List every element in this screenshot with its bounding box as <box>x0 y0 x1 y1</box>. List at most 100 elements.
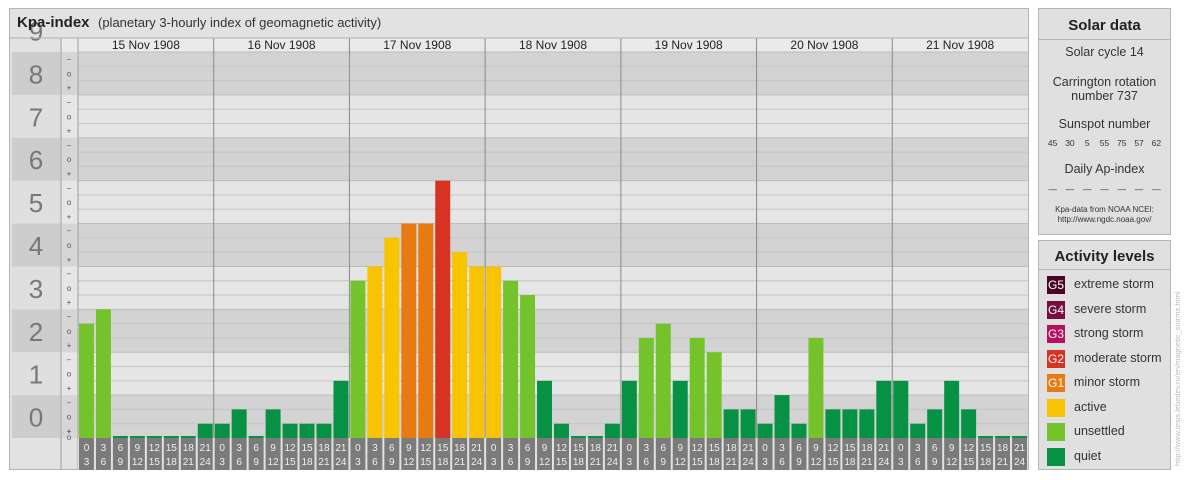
interval-end-label: 3 <box>898 457 904 468</box>
interval-start-label: 6 <box>525 443 531 454</box>
source-line2[interactable]: http://www.ngdc.noaa.gov/ <box>1057 215 1152 224</box>
sunspot-value: 30 <box>1065 138 1075 148</box>
interval-box <box>995 438 1011 470</box>
chart-title: Kpa-index <box>17 14 90 31</box>
credit-label[interactable]: http://www.tesis.lebedev.ru/en/magnetic_… <box>1173 291 1182 466</box>
interval-box <box>859 438 875 470</box>
kp-bar <box>282 423 298 438</box>
interval-start-label: 18 <box>183 443 195 454</box>
interval-end-label: 3 <box>355 457 361 468</box>
interval-start-label: 9 <box>677 443 683 454</box>
interval-box <box>350 438 366 470</box>
bars <box>79 180 1027 438</box>
interval-end-label: 21 <box>861 457 873 468</box>
activity-levels-title: Activity levels <box>1054 248 1155 265</box>
kp-bar <box>95 309 111 438</box>
kp-bar <box>520 295 536 438</box>
interval-end-label: 12 <box>539 457 551 468</box>
interval-start-label: 3 <box>779 443 785 454</box>
minor-tick-label: + <box>67 84 72 93</box>
interval-box <box>927 438 943 470</box>
band <box>78 352 1028 396</box>
interval-box <box>401 438 417 470</box>
interval-box <box>231 438 247 470</box>
kp-bar <box>774 395 790 438</box>
day-label: 17 Nov 1908 <box>383 38 451 52</box>
interval-box <box>723 438 739 470</box>
interval-box <box>655 438 671 470</box>
interval-box <box>587 438 603 470</box>
minor-tick-label: + <box>67 298 72 307</box>
kp-bar <box>808 337 824 438</box>
interval-end-label: 3 <box>84 457 90 468</box>
interval-end-label: 15 <box>556 457 568 468</box>
minor-tick-label: + <box>67 427 72 436</box>
interval-box <box>129 438 145 470</box>
minor-tick-label: − <box>67 270 72 279</box>
interval-box <box>95 438 111 470</box>
kp-bar <box>554 423 569 438</box>
tick-band <box>61 223 77 267</box>
interval-end-label: 6 <box>508 457 514 468</box>
interval-end-label: 6 <box>779 457 785 468</box>
num-band <box>12 309 60 353</box>
y-tick-label: 0 <box>29 403 43 433</box>
minor-tick-label: o <box>67 69 72 78</box>
tick-band <box>61 137 77 181</box>
interval-box <box>876 438 892 470</box>
band <box>78 94 1028 138</box>
interval-start-label: 18 <box>590 443 602 454</box>
legend-swatch: G4 <box>1047 300 1065 319</box>
day-label: 19 Nov 1908 <box>655 38 723 52</box>
interval-start-label: 21 <box>471 443 483 454</box>
interval-box <box>112 438 128 470</box>
kp-bar <box>944 380 960 438</box>
interval-start-label: 9 <box>542 443 548 454</box>
tick-band <box>61 309 77 353</box>
interval-start-label: 18 <box>318 443 330 454</box>
kp-bar <box>163 436 179 438</box>
chart-background <box>12 38 1028 438</box>
interval-end-label: 9 <box>118 457 124 468</box>
interval-start-label: 3 <box>644 443 650 454</box>
divider <box>1039 269 1170 270</box>
interval-box <box>146 438 162 470</box>
credit-text: http://www.tesis.lebedev.ru/en/magnetic_… <box>1173 291 1182 466</box>
interval-end-label: 18 <box>709 457 721 468</box>
y-tick-label: 4 <box>29 231 43 261</box>
interval-start-label: 21 <box>1014 443 1026 454</box>
ap-value: — <box>1082 184 1092 194</box>
minor-tick-label: o <box>67 284 72 293</box>
ap-values: — — — — — — — <box>1039 184 1170 194</box>
interval-end-label: 12 <box>946 457 958 468</box>
interval-start-label: 15 <box>301 443 313 454</box>
kp-bar <box>604 423 620 438</box>
interval-end-label: 3 <box>762 457 768 468</box>
ap-value: — <box>1065 184 1075 194</box>
y-tick-label: 7 <box>29 102 43 132</box>
interval-end-label: 24 <box>743 457 755 468</box>
interval-start-label: 21 <box>878 443 890 454</box>
interval-box <box>316 438 332 470</box>
interval-end-label: 24 <box>471 457 483 468</box>
interval-end-label: 3 <box>219 457 225 468</box>
interval-box <box>791 438 807 470</box>
sunspot-value: 45 <box>1047 138 1058 148</box>
interval-end-label: 18 <box>437 457 449 468</box>
day-label: 21 Nov 1908 <box>926 38 994 52</box>
interval-start-label: 18 <box>726 443 738 454</box>
ap-value: — <box>1048 184 1057 194</box>
interval-start-label: 9 <box>270 443 276 454</box>
interval-box <box>740 438 756 470</box>
y-tick-label: 9 <box>29 17 43 47</box>
minor-tick-label: o <box>67 370 72 379</box>
kp-bar <box>214 423 230 438</box>
legend-label: extreme storm <box>1074 277 1154 291</box>
interval-end-label: 21 <box>454 457 466 468</box>
interval-end-label: 6 <box>644 457 650 468</box>
interval-box <box>672 438 688 470</box>
kp-bar <box>180 436 196 438</box>
minor-tick-label: o <box>67 198 72 207</box>
interval-start-label: 3 <box>101 443 107 454</box>
interval-end-label: 9 <box>389 457 395 468</box>
